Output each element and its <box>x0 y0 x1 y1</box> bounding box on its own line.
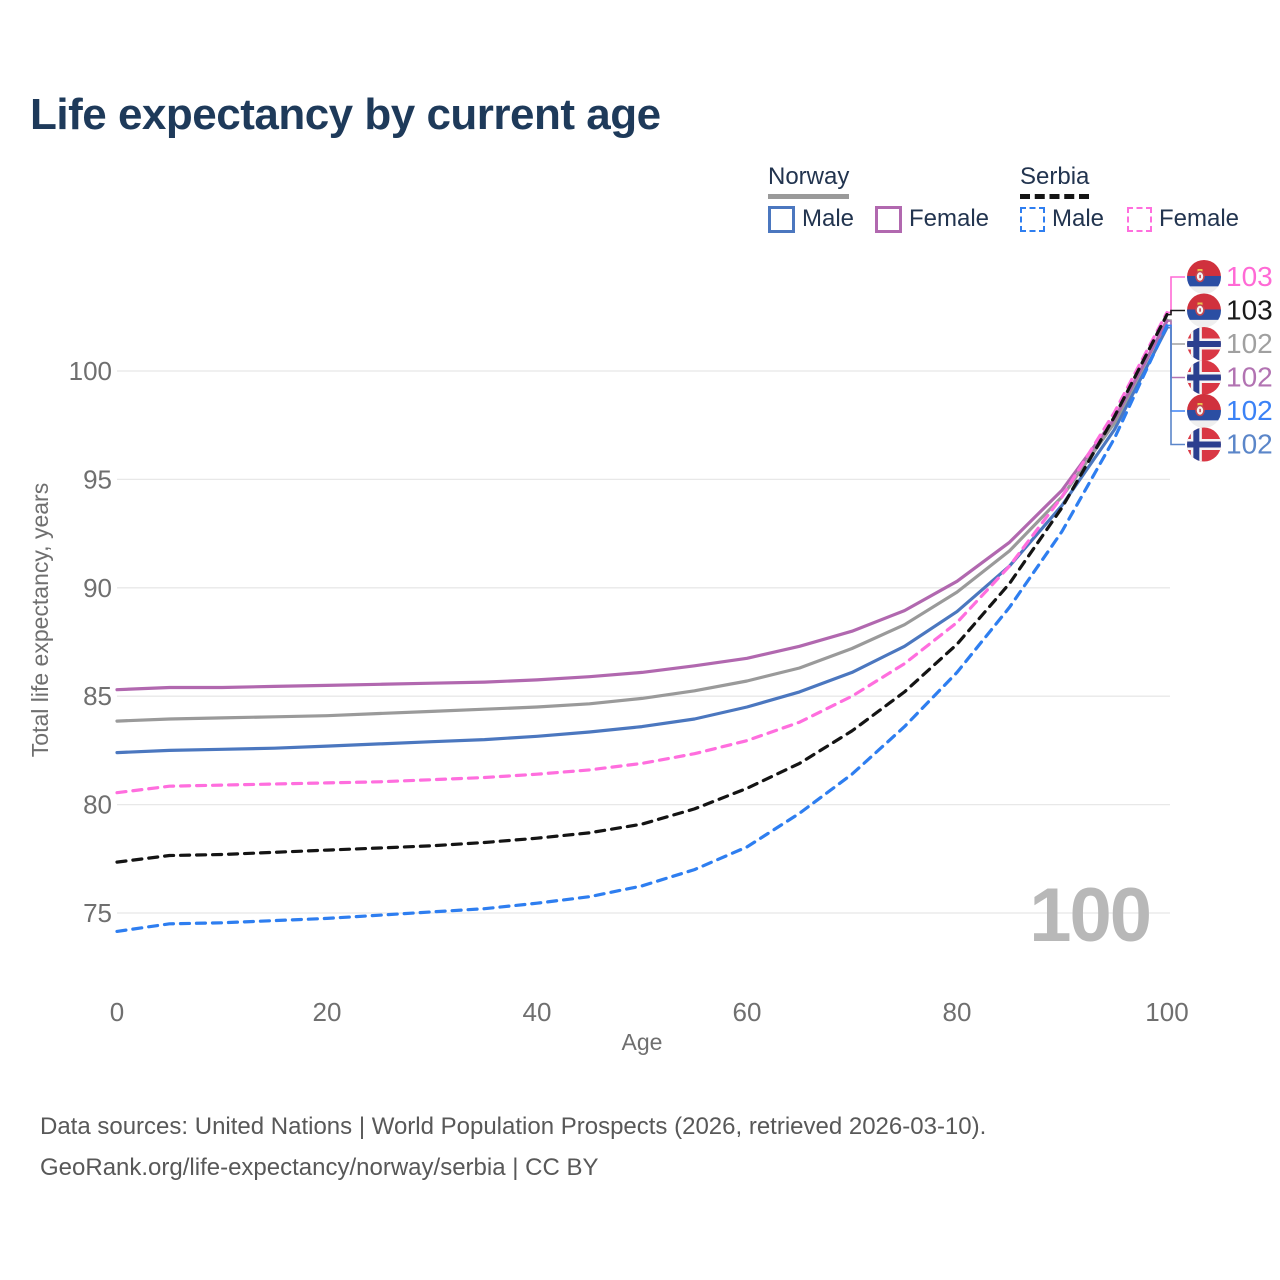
legend-norway-label: Norway <box>768 163 850 190</box>
end-label-connector <box>1167 320 1185 379</box>
x-tick-label: 100 <box>1145 997 1188 1027</box>
end-label-connector <box>1167 326 1185 446</box>
legend-item-serbia-female[interactable]: Female <box>1127 205 1239 233</box>
legend-serbia-line-swatch <box>1020 194 1090 199</box>
end-label-value-norway-male: 102 <box>1226 429 1273 460</box>
flag-norway-icon <box>1187 360 1221 395</box>
flag-serbia-icon <box>1187 293 1221 328</box>
age-counter-watermark: 100 <box>1029 873 1150 958</box>
series-line-norway-male[interactable] <box>115 326 1169 755</box>
y-tick-label: 95 <box>83 464 112 494</box>
x-tick-label: 60 <box>733 997 762 1027</box>
y-tick-label: 75 <box>83 898 112 928</box>
flag-serbia-icon <box>1187 394 1221 428</box>
flag-norway-icon <box>1187 327 1221 361</box>
legend-item-label: Male <box>1052 205 1105 232</box>
legend-item-label: Female <box>1159 205 1240 232</box>
end-label-connector <box>1167 309 1185 316</box>
page-title: Life expectancy by current age <box>30 90 661 139</box>
y-axis-title: Total life expectancy, years <box>27 483 53 757</box>
x-tick-label: 20 <box>313 997 342 1027</box>
flag-norway-icon <box>1187 427 1221 462</box>
norway-female-swatch-icon <box>875 205 902 233</box>
end-label-connector <box>1167 276 1185 314</box>
y-tick-label: 80 <box>83 790 112 820</box>
legend-group-norway[interactable]: Norway <box>768 163 850 199</box>
end-label-value-norway-female: 102 <box>1226 362 1273 393</box>
series-line-serbia-female[interactable] <box>115 310 1169 795</box>
end-label-value-norway-total: 102 <box>1226 328 1273 359</box>
x-tick-label: 0 <box>110 997 124 1027</box>
legend-norway-line-swatch <box>768 194 850 199</box>
series-line-serbia-male[interactable] <box>115 323 1169 933</box>
serbia-female-swatch-icon <box>1127 206 1152 232</box>
series-line-serbia-total[interactable] <box>115 313 1169 864</box>
legend-item-serbia-male[interactable]: Male <box>1020 205 1104 233</box>
series-line-norway-total[interactable] <box>115 318 1169 723</box>
y-tick-label: 100 <box>69 356 112 386</box>
x-tick-label: 80 <box>943 997 972 1027</box>
attribution-line: GeoRank.org/life-expectancy/norway/serbi… <box>40 1154 599 1181</box>
serbia-male-swatch-icon <box>1020 206 1045 232</box>
y-tick-label: 85 <box>83 681 112 711</box>
legend-group-serbia[interactable]: Serbia <box>1020 163 1090 199</box>
footer: Data sources: United Nations | World Pop… <box>40 1106 986 1188</box>
legend-item-norway-female[interactable]: Female <box>875 205 989 233</box>
legend-serbia-label: Serbia <box>1020 163 1090 190</box>
legend-item-norway-male[interactable]: Male <box>768 205 854 233</box>
end-label-connector <box>1167 319 1185 345</box>
end-label-value-serbia-total: 103 <box>1226 295 1273 326</box>
series-line-norway-female[interactable] <box>115 319 1169 692</box>
legend-item-label: Male <box>802 205 855 232</box>
flag-serbia-icon <box>1187 260 1221 294</box>
y-tick-label: 90 <box>83 573 112 603</box>
legend-item-label: Female <box>909 205 990 232</box>
data-sources-line: Data sources: United Nations | World Pop… <box>40 1113 987 1140</box>
x-axis-title: Age <box>622 1029 663 1055</box>
end-label-value-serbia-male: 102 <box>1226 395 1273 426</box>
norway-male-swatch-icon <box>768 205 795 233</box>
x-tick-label: 40 <box>523 997 552 1027</box>
end-label-connector <box>1167 324 1185 412</box>
end-label-value-serbia-female: 103 <box>1226 261 1273 292</box>
